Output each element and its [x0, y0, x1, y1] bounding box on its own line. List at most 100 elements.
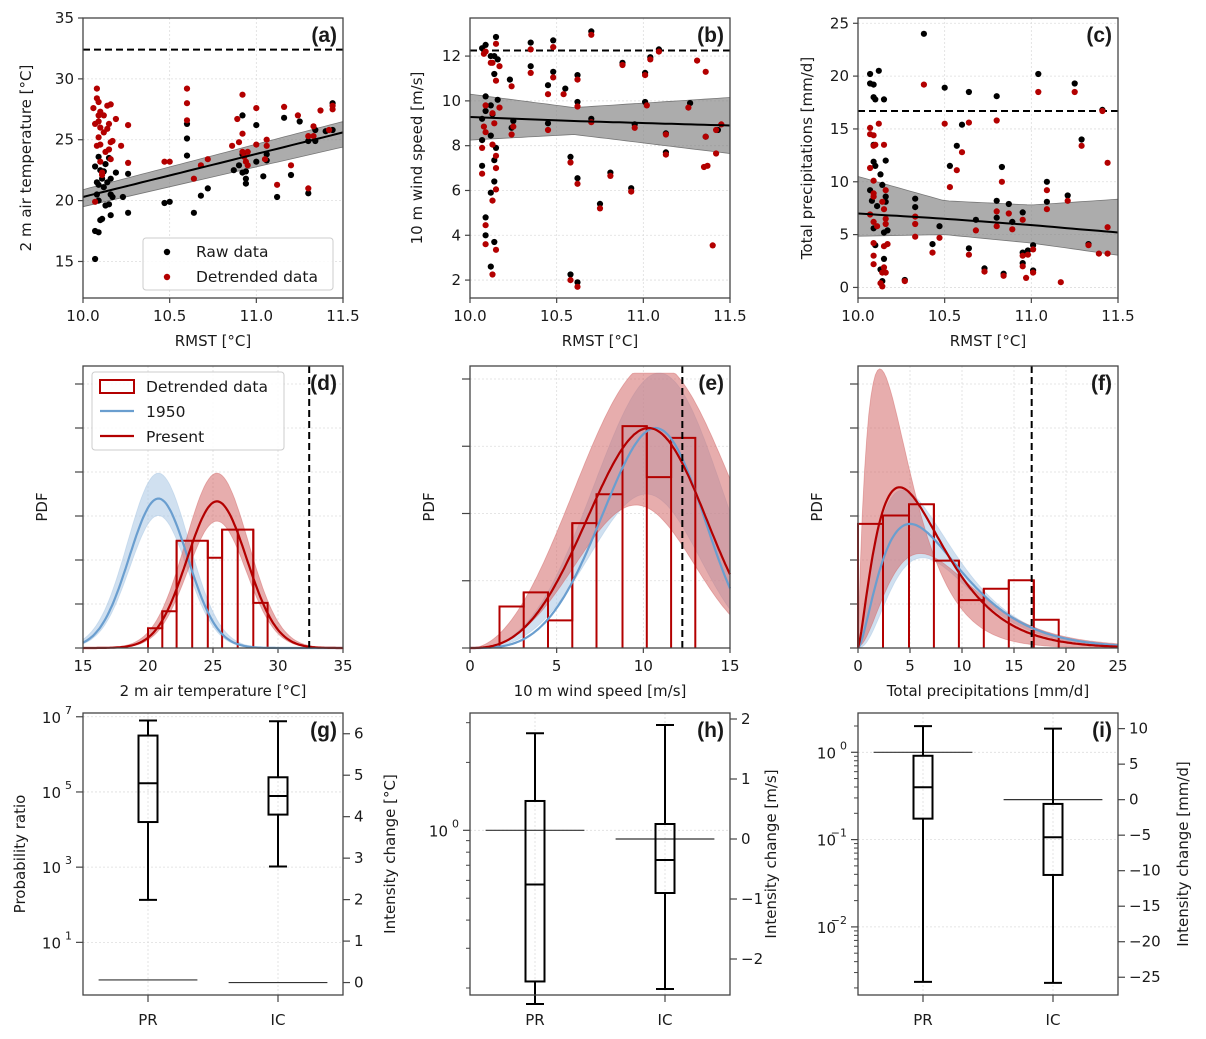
data-point	[642, 72, 649, 79]
x-tick-label: PR	[525, 1011, 544, 1029]
data-point	[242, 175, 249, 182]
data-point	[1005, 200, 1012, 208]
data-point	[489, 110, 496, 117]
y-tick-label-left: 10	[42, 934, 61, 952]
axes-frame	[82, 712, 344, 996]
data-point	[560, 91, 567, 98]
data-point	[487, 263, 494, 270]
data-point	[574, 175, 581, 182]
data-point	[491, 120, 498, 127]
x-tick-label: 5	[905, 657, 915, 675]
data-point	[112, 169, 119, 176]
y-tick-label: 15	[830, 120, 849, 138]
legend-box	[142, 237, 334, 291]
data-point	[1104, 224, 1111, 231]
data-point	[244, 148, 251, 155]
y-tick-label: 10	[830, 173, 849, 191]
x-tick-label: 25	[203, 657, 222, 675]
data-point	[884, 241, 891, 248]
y-tick-label: 0	[839, 278, 849, 296]
data-point	[993, 117, 1000, 124]
data-point	[877, 171, 884, 178]
panel-label: (e)	[698, 372, 724, 395]
data-point	[1019, 263, 1026, 270]
data-point	[1043, 178, 1050, 185]
legend-box	[91, 371, 285, 451]
box-iqr	[137, 734, 159, 824]
data-point	[183, 152, 191, 159]
x-tick-label: 10.5	[153, 307, 186, 325]
data-point	[166, 158, 173, 165]
data-point	[482, 48, 489, 55]
data-point	[567, 153, 574, 160]
y-tick-label: 10	[442, 92, 461, 110]
box-iqr	[1042, 802, 1064, 876]
data-point	[253, 122, 260, 129]
data-point	[574, 180, 581, 187]
data-point	[884, 227, 891, 234]
data-point	[929, 249, 936, 256]
x-tick-label: PR	[913, 1011, 932, 1029]
data-point	[190, 175, 197, 182]
data-point	[489, 59, 496, 66]
axes-frame	[82, 365, 344, 649]
data-point	[109, 193, 116, 201]
data-point	[875, 120, 882, 127]
data-point	[261, 156, 269, 163]
data-point	[574, 76, 581, 83]
y-tick-label-left: 10	[42, 859, 61, 877]
data-point	[882, 215, 889, 222]
y-tick-label: 25	[55, 131, 74, 149]
data-point	[709, 242, 716, 249]
data-point	[998, 178, 1006, 185]
data-point	[229, 142, 236, 149]
data-point	[239, 148, 246, 155]
y-tick-label-left: 10	[817, 832, 836, 850]
curve-1950	[470, 426, 732, 650]
data-point	[482, 241, 489, 248]
x-tick-label: 11.0	[1015, 307, 1048, 325]
panel-d: 15 20 25 30 35 2 m air temperature [°C] PDF (d)…	[33, 365, 353, 700]
data-point	[882, 269, 889, 276]
data-point	[93, 85, 100, 92]
data-point	[326, 126, 333, 134]
data-point	[92, 198, 99, 205]
data-point	[867, 124, 874, 131]
data-point	[97, 158, 104, 165]
data-point	[550, 44, 557, 51]
curve-present	[83, 500, 343, 650]
data-point	[1064, 192, 1071, 199]
data-point	[482, 102, 489, 109]
data-point	[901, 278, 908, 285]
data-point	[941, 84, 948, 91]
regression-line	[82, 131, 344, 198]
data-point	[329, 106, 336, 113]
data-point	[107, 156, 114, 163]
data-point	[912, 195, 919, 202]
data-point	[870, 252, 877, 259]
data-point	[1035, 88, 1042, 96]
data-point	[190, 209, 197, 216]
data-point	[920, 81, 928, 88]
y-tick-label: 20	[55, 192, 74, 210]
data-point	[492, 152, 500, 159]
data-point	[492, 246, 500, 253]
data-point	[965, 251, 973, 258]
data-point	[544, 91, 552, 98]
data-point	[263, 142, 270, 149]
data-point	[596, 205, 604, 212]
data-point	[99, 215, 106, 222]
data-point	[643, 102, 650, 109]
x-tick-label: 0	[465, 657, 475, 675]
y-tick-exponent: 7	[65, 704, 72, 717]
data-point	[1009, 226, 1016, 233]
data-point	[1030, 246, 1037, 253]
data-point	[100, 184, 107, 191]
data-point	[1104, 159, 1111, 166]
data-point	[998, 163, 1006, 171]
data-point	[981, 268, 988, 275]
x-axis-label: RMST [°C]	[175, 332, 252, 350]
data-point	[1095, 250, 1102, 257]
data-point	[97, 141, 104, 148]
